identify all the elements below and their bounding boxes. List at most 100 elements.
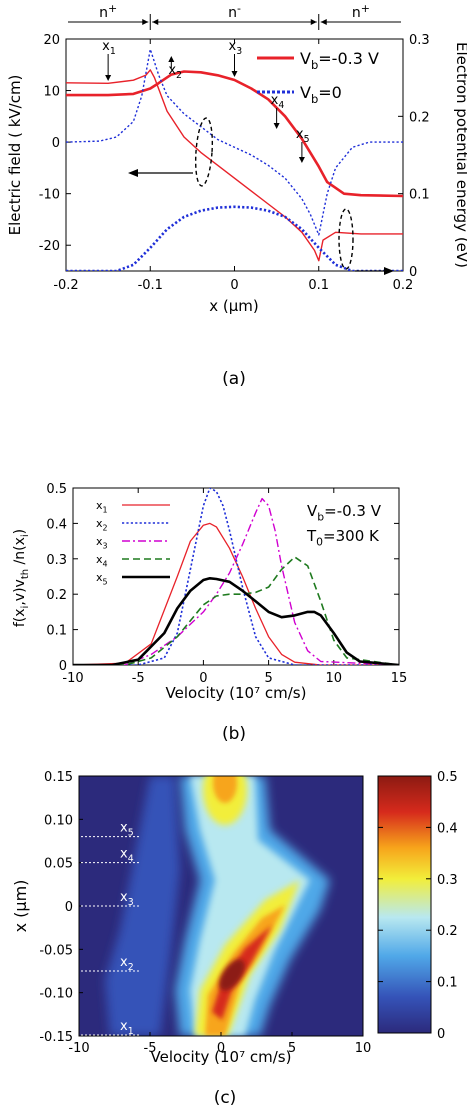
axis-indicator-arrows bbox=[128, 117, 394, 275]
y-tick-label-a-left: -20 bbox=[39, 239, 60, 254]
region-arrow bbox=[310, 19, 317, 25]
panel-b-frame bbox=[72, 487, 400, 666]
panel-c-ylabel: x (μm) bbox=[11, 880, 30, 933]
colorbar-tick-label: 0.1 bbox=[437, 976, 458, 991]
y-tick-label-a-left: 0 bbox=[52, 136, 60, 151]
y-tick-label-c: -0.15 bbox=[39, 1030, 73, 1045]
y-tick-label-a-right: 0.2 bbox=[409, 110, 430, 125]
panel-a-series bbox=[66, 48, 403, 271]
y-tick-label-b: 0.3 bbox=[46, 553, 67, 568]
y-tick-label-b: 0.4 bbox=[46, 517, 67, 532]
y-tick-label-a-right: 0 bbox=[409, 265, 417, 280]
legend-label-b: x1 bbox=[96, 499, 108, 514]
legend-label-b: x4 bbox=[96, 553, 108, 568]
point-label: x3 bbox=[229, 39, 243, 57]
panel-c-ticks: -10 -5 0 5 10 0.15 0.10 0.05 0 -0.05 -0.10 -0.15 bbox=[39, 770, 371, 1056]
point-marker-head bbox=[168, 56, 175, 62]
series-line-a bbox=[66, 205, 403, 271]
heatmap-peak bbox=[219, 959, 245, 991]
colorbar bbox=[377, 775, 432, 1034]
panel-a-ylabel-right: Electron potential energy (eV) bbox=[453, 42, 467, 268]
x-tick-label-a: 0.2 bbox=[393, 278, 414, 293]
legend-label-b: x2 bbox=[96, 517, 108, 532]
legend-label: Vb=-0.3 V bbox=[300, 49, 379, 72]
row-marker-label: x2 bbox=[120, 955, 134, 973]
x-tick-label-c: 10 bbox=[355, 1041, 372, 1056]
x-tick-label-c: 0 bbox=[217, 1041, 225, 1056]
y-tick-label-b: 0.5 bbox=[46, 482, 67, 497]
condition-label: Vb=-0.3 V bbox=[307, 502, 382, 524]
panel-c-label: (c) bbox=[214, 1088, 237, 1108]
panel-a-legend: Vb=-0.3 V Vb=0 bbox=[257, 49, 379, 106]
panel-b-xlabel: Velocity (10⁷ cm/s) bbox=[166, 684, 307, 702]
colorbar-tick-label: 0.5 bbox=[437, 770, 458, 785]
region-arrow bbox=[152, 19, 159, 25]
point-marker-head bbox=[298, 157, 305, 163]
y-tick-label-b: 0.1 bbox=[46, 624, 67, 639]
series-line-b bbox=[73, 522, 399, 665]
heatmap-top-plume-core bbox=[213, 776, 237, 803]
x-tick-label-a: 0 bbox=[230, 278, 238, 293]
panel-a-ticks: -0.2 -0.1 0 0.1 0.2 20 10 0 -10 -20 0.3 0.2 0.1 0 bbox=[39, 33, 430, 293]
region-arrow bbox=[142, 19, 149, 25]
y-tick-label-c: 0.05 bbox=[44, 857, 73, 872]
x-tick-label-b: 0 bbox=[199, 671, 207, 686]
row-marker-label: x4 bbox=[120, 847, 134, 865]
x-tick-label-b: 15 bbox=[391, 671, 408, 686]
x-tick-label-b: 10 bbox=[326, 671, 343, 686]
colorbar-tick-label: 0 bbox=[437, 1027, 445, 1042]
left-axis-arrow-head bbox=[128, 169, 138, 177]
legend-label-b: x5 bbox=[96, 571, 108, 586]
panel-c: -10 -5 0 5 100.150.100.050-0.05-0.10-0.15 x5… bbox=[11, 770, 458, 1108]
point-marker-head bbox=[231, 71, 238, 77]
panel-a-xlabel: x (μm) bbox=[209, 297, 259, 315]
panel-a: n+ n-n+ -0.2 -0.1 0 0.1 0.220100-10-200.30.20… bbox=[6, 2, 467, 389]
region-label: n+ bbox=[99, 2, 117, 21]
right-curve-group-ellipse bbox=[338, 208, 354, 270]
colorbar-ticks: 0.5 0.4 0.3 0.2 0.1 0 bbox=[378, 770, 458, 1042]
y-tick-label-a-right: 0.1 bbox=[409, 188, 430, 203]
series-line-b bbox=[73, 488, 399, 665]
colorbar-tick-label: 0.2 bbox=[437, 924, 458, 939]
doping-regions: n+ n-n+ bbox=[68, 2, 401, 30]
panel-b-ylabel: f(xi,v)vth /n(xi) bbox=[12, 529, 31, 627]
x-tick-label-b: 5 bbox=[264, 671, 272, 686]
point-marker-head bbox=[273, 123, 280, 129]
x-tick-label-b: -10 bbox=[62, 671, 83, 686]
y-tick-label-a-left: 20 bbox=[43, 33, 60, 48]
y-tick-label-a-left: 10 bbox=[43, 85, 60, 100]
legend-label-b: x3 bbox=[96, 535, 108, 550]
point-marker-head bbox=[105, 75, 112, 81]
x-tick-label-a: -0.2 bbox=[53, 278, 78, 293]
y-tick-label-b: 0 bbox=[59, 659, 67, 674]
panel-b-ylabel-text: f(xi,v)vth /n(xi) bbox=[12, 529, 31, 627]
series-line-a bbox=[66, 70, 403, 198]
y-tick-label-a-right: 0.3 bbox=[409, 33, 430, 48]
right-axis-arrow-head bbox=[384, 267, 394, 275]
row-marker-label: x3 bbox=[120, 890, 134, 908]
colorbar-tick-label: 0.3 bbox=[437, 873, 458, 888]
row-marker-label: x5 bbox=[120, 821, 134, 839]
colorbar-tick-label: 0.4 bbox=[437, 821, 458, 836]
panel-b: -10 -5 0 5 10 15 0 0.1 0.2 0.3 0.4 0.5 x1 x2 x3 x4 x5 V… bbox=[12, 482, 407, 744]
position-markers: x1 x2 x3 x4 x5 bbox=[102, 39, 310, 163]
point-label: x4 bbox=[271, 93, 285, 111]
series-line-a bbox=[66, 48, 403, 236]
series-line-b bbox=[73, 576, 399, 665]
y-tick-label-c: 0 bbox=[65, 900, 73, 915]
condition-label: T0=300 K bbox=[306, 527, 380, 549]
y-tick-label-c: -0.10 bbox=[39, 987, 73, 1002]
series-line-b bbox=[73, 497, 399, 665]
panel-c-xlabel: Velocity (10⁷ cm/s) bbox=[151, 1048, 292, 1066]
series-line-b bbox=[73, 556, 399, 665]
region-label: n+ bbox=[352, 2, 370, 21]
row-markers: x5 x4 x3 x2 x1 bbox=[81, 821, 141, 1037]
panel-a-ylabel-left: Electric field ( kV/cm) bbox=[6, 75, 24, 236]
series-line-a bbox=[66, 69, 403, 262]
x-tick-label-a: 0.1 bbox=[308, 278, 329, 293]
left-curve-group-ellipse bbox=[194, 117, 214, 187]
panel-b-legend: x1 x2 x3 x4 x5 bbox=[96, 499, 170, 586]
panel-a-label: (a) bbox=[222, 369, 246, 389]
x-tick-label-a: -0.1 bbox=[138, 278, 163, 293]
